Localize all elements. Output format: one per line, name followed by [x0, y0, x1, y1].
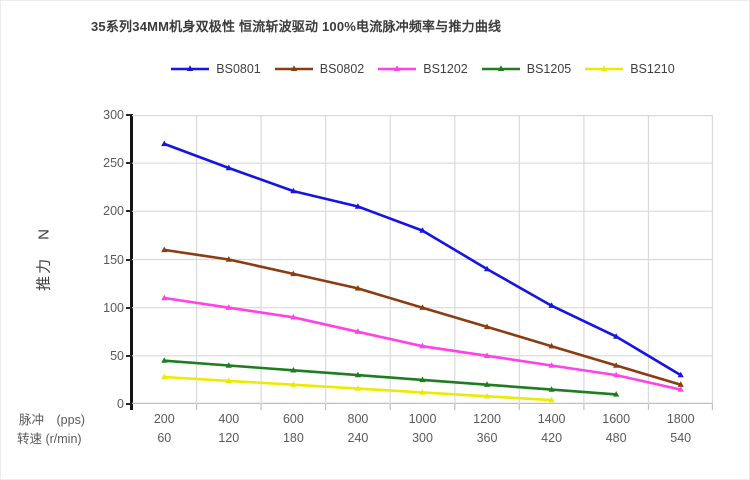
data-point-marker	[677, 386, 684, 392]
legend-label: BS1202	[423, 62, 468, 76]
legend-line-sample	[585, 65, 624, 71]
y-axis-tick	[126, 354, 131, 357]
data-point-marker	[484, 381, 491, 387]
y-axis-tick	[126, 306, 131, 309]
legend-item-BS0802: BS0802	[274, 62, 364, 76]
x-tick-label: 180	[282, 431, 304, 445]
y-tick-label: 250	[103, 156, 124, 171]
data-point-marker	[161, 246, 168, 253]
y-tick-label: 200	[103, 204, 124, 219]
data-point-marker	[290, 313, 297, 320]
chart-title: 35系列34MM机身双极性 恒流斩波驱动 100%电流脉冲频率与推力曲线	[91, 19, 502, 34]
x-tick-label: 800	[347, 412, 369, 426]
data-point-marker	[290, 270, 297, 277]
data-point-marker	[548, 302, 555, 308]
data-point-marker	[548, 362, 555, 368]
legend-item-BS1202: BS1202	[377, 62, 468, 76]
data-point-marker	[613, 362, 620, 368]
legend-label: BS1205	[526, 62, 572, 76]
data-point-marker	[419, 342, 426, 349]
data-point-marker	[161, 140, 168, 147]
data-point-marker	[354, 371, 361, 378]
data-point-marker	[613, 333, 620, 339]
data-point-marker	[225, 362, 232, 368]
legend: BS0801 BS0802 BS1202 BS1205 BS1210	[132, 59, 713, 79]
legend-item-BS1205: BS1205	[481, 62, 571, 76]
data-point-marker	[290, 366, 297, 373]
data-point-marker	[225, 304, 232, 310]
x-axis-row2-header: 转速 (r/min)	[17, 432, 82, 446]
data-point-marker	[484, 392, 491, 399]
y-tick-label: 50	[110, 348, 124, 363]
x-tick-label: 1400	[537, 412, 566, 426]
data-point-marker	[548, 396, 555, 403]
data-point-marker	[354, 203, 361, 209]
legend-line-sample	[274, 65, 313, 71]
y-tick-label: 300	[103, 108, 124, 122]
series-line-BS0802	[162, 248, 683, 387]
data-point-marker	[161, 294, 168, 301]
y-axis-tick	[126, 114, 131, 116]
x-tick-label: 200	[153, 412, 175, 426]
x-tick-label: 60	[157, 431, 172, 445]
y-axis-line	[130, 114, 133, 410]
legend-line-sample	[171, 65, 210, 71]
legend-item-BS0801: BS0801	[170, 62, 261, 76]
y-axis-title: 推力 N	[35, 227, 53, 291]
x-tick-label: 420	[541, 431, 563, 445]
x-tick-label: 1000	[408, 412, 437, 426]
data-point-marker	[354, 285, 361, 291]
legend-label: BS0802	[319, 62, 365, 76]
data-point-marker	[161, 357, 168, 363]
plot-area	[132, 115, 713, 410]
data-point-marker	[548, 342, 555, 349]
data-point-marker	[613, 371, 620, 378]
x-tick-label: 480	[605, 431, 627, 445]
x-tick-label: 1200	[473, 412, 501, 426]
data-point-marker	[484, 323, 491, 330]
y-tick-label: 150	[103, 252, 124, 267]
data-point-marker	[225, 256, 232, 262]
data-point-marker	[419, 227, 426, 233]
y-tick-label: 0	[117, 397, 124, 411]
legend-line-sample	[378, 65, 417, 71]
data-point-marker	[484, 265, 491, 272]
y-axis-tick	[126, 210, 131, 213]
x-tick-label: 540	[670, 431, 692, 445]
x-tick-label: 1600	[602, 412, 631, 426]
data-point-marker	[225, 377, 232, 384]
x-tick-label: 240	[347, 431, 369, 445]
legend-line-sample	[481, 65, 520, 71]
x-tick-label: 300	[412, 431, 433, 445]
data-point-marker	[161, 373, 168, 380]
legend-label: BS1210	[630, 62, 675, 76]
x-tick-label: 400	[218, 412, 240, 426]
data-point-marker	[419, 389, 426, 395]
data-point-marker	[613, 391, 620, 397]
series-line-BS1205	[162, 359, 618, 396]
data-point-marker	[225, 164, 232, 171]
x-tick-label: 1800	[666, 412, 695, 426]
x-tick-label: 600	[282, 412, 304, 426]
y-axis-tick	[126, 162, 131, 165]
data-point-marker	[354, 328, 361, 334]
data-point-marker	[484, 352, 491, 358]
y-axis-tick	[126, 403, 131, 405]
y-tick-label: 100	[103, 300, 124, 315]
data-point-marker	[290, 381, 297, 387]
data-point-marker	[290, 187, 297, 194]
legend-item-BS1210: BS1210	[584, 62, 675, 76]
data-point-marker	[677, 371, 684, 378]
data-point-marker	[419, 376, 426, 383]
x-tick-label: 120	[218, 431, 240, 445]
data-point-marker	[419, 304, 426, 310]
y-axis-tick	[126, 258, 131, 261]
data-point-marker	[677, 381, 684, 387]
x-tick-label: 360	[476, 431, 498, 445]
legend-label: BS0801	[216, 62, 261, 76]
data-point-marker	[354, 385, 361, 391]
x-axis-row1-header: 脉冲 (pps)	[19, 413, 85, 427]
data-point-marker	[548, 386, 555, 392]
